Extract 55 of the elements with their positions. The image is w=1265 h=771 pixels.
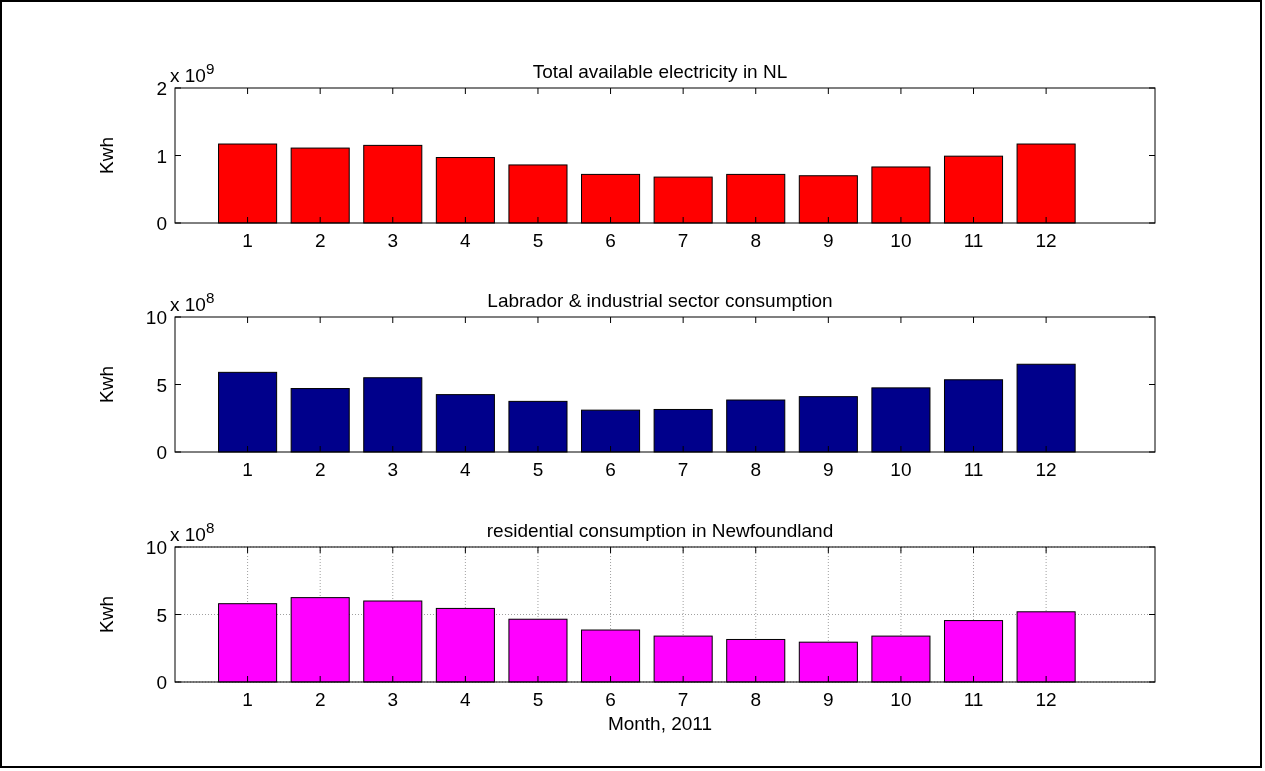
x-tick-label: 1 (242, 230, 253, 251)
x-tick-label: 10 (890, 689, 912, 710)
y-tick-label: 2 (156, 78, 167, 99)
x-tick-label: 8 (750, 230, 762, 251)
x-tick-label: 5 (532, 230, 544, 251)
x-tick-label: 6 (605, 689, 616, 710)
y-tick-label: 10 (145, 307, 167, 328)
x-tick-label: 4 (460, 230, 472, 251)
x-tick-label: 12 (1035, 689, 1057, 710)
text: x 10$^{9}$ (170, 59, 215, 86)
x-tick-label: 5 (532, 459, 544, 480)
x-tick-label: 8 (750, 689, 762, 710)
y-tick-label: 0 (156, 442, 167, 463)
y-axis-title: Kwh (96, 596, 117, 633)
x-tick-label: 1 (242, 459, 253, 480)
x-tick-label: 9 (823, 230, 834, 251)
y-axis-title: Kwh (96, 366, 117, 403)
text: x 10$^{8}$ (170, 518, 215, 545)
x-tick-label: 9 (823, 689, 834, 710)
x-tick-label: 2 (314, 459, 326, 480)
x-tick-label: 7 (677, 230, 689, 251)
x-tick-label: 7 (677, 689, 689, 710)
x-tick-label: 5 (532, 689, 544, 710)
x-tick-label: 2 (314, 689, 326, 710)
x-tick-label: 12 (1035, 230, 1057, 251)
x-tick-label: 3 (387, 230, 399, 251)
x-tick-label: 12 (1035, 459, 1057, 480)
x-tick-label: 6 (605, 459, 616, 480)
x-tick-label: 2 (314, 230, 326, 251)
text: x 10$^{8}$ (170, 288, 215, 315)
x-tick-label: 9 (823, 459, 834, 480)
x-tick-label: 6 (605, 230, 616, 251)
x-tick-label: 4 (460, 459, 472, 480)
x-axis-title: Month, 2011 (607, 713, 713, 734)
y-tick-label: 5 (156, 604, 167, 626)
x-tick-label: 1 (242, 689, 253, 710)
x-tick-label: 10 (890, 459, 912, 480)
x-tick-label: 7 (677, 459, 689, 480)
y-tick-label: 5 (156, 374, 167, 396)
x-tick-label: 10 (890, 230, 912, 251)
y-axis-title: Kwh (96, 137, 117, 174)
x-tick-label: 8 (750, 459, 762, 480)
chart-title: residential consumption in Newfoundland (486, 520, 834, 541)
x-tick-label: 3 (387, 459, 399, 480)
y-tick-label: 1 (156, 145, 167, 167)
y-tick-label: 0 (156, 213, 167, 234)
x-tick-label: 11 (963, 459, 984, 480)
chart-title: Labrador & industrial sector consumption (487, 290, 833, 311)
x-tick-label: 11 (963, 689, 984, 710)
x-tick-label: 3 (387, 689, 399, 710)
x-tick-label: 11 (963, 230, 984, 251)
x-tick-label: 4 (460, 689, 472, 710)
y-tick-label: 0 (156, 672, 167, 693)
chart-title: Total available electricity in NL (532, 61, 788, 82)
y-tick-label: 10 (145, 537, 167, 558)
